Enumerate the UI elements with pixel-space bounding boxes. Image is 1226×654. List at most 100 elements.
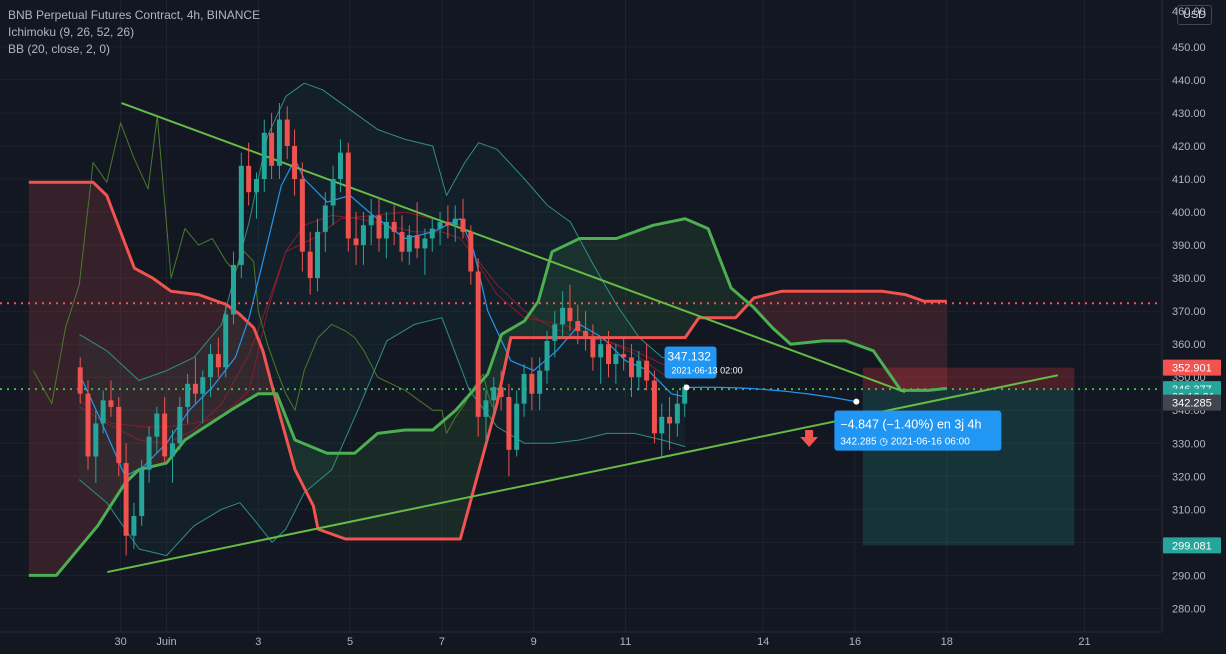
- price-tick-label: 410.00: [1172, 174, 1206, 186]
- legend-ichimoku[interactable]: Ichimoku (9, 26, 52, 26): [8, 25, 135, 39]
- candle-body: [483, 400, 489, 417]
- price-tick-label: 330.00: [1172, 438, 1206, 450]
- candle-body: [162, 413, 168, 457]
- price-tick-label: 360.00: [1172, 339, 1206, 351]
- candle-body: [246, 165, 252, 193]
- forecast-line: [686, 386, 857, 403]
- candle-body: [651, 380, 657, 434]
- candle-body: [628, 357, 634, 378]
- candle-body: [429, 228, 435, 239]
- forecast-change: −4.847 (−1.40%) en 3j 4h: [840, 418, 981, 432]
- candle-body: [452, 218, 458, 226]
- candle-body: [139, 469, 145, 516]
- candle-body: [261, 132, 267, 180]
- chart-grid: [0, 0, 1162, 632]
- price-label-bg: [1163, 394, 1221, 411]
- candle-body: [238, 165, 244, 265]
- candle-body: [154, 413, 160, 437]
- candle-body: [560, 307, 566, 325]
- trendline-lower: [107, 374, 1059, 574]
- forecast-end-label-bg: [834, 410, 1002, 451]
- candle-body: [406, 235, 412, 252]
- legend-bollinger[interactable]: BB (20, close, 2, 0): [8, 42, 111, 56]
- candle-body: [514, 403, 520, 450]
- forecast-start-point: [683, 384, 690, 391]
- candle-body: [391, 221, 397, 232]
- indicator-lines: [0, 82, 1162, 577]
- price-tick-label: 440.00: [1172, 75, 1206, 87]
- candle-body: [345, 152, 351, 239]
- candle-body: [231, 264, 237, 315]
- candle-body: [330, 179, 336, 206]
- price-tick-label: 420.00: [1172, 141, 1206, 153]
- candle-body: [475, 271, 481, 417]
- candle-body: [253, 179, 259, 193]
- candle-body: [192, 383, 198, 394]
- time-tick-label: 18: [941, 636, 953, 648]
- candle-body: [644, 360, 650, 381]
- currency-button[interactable]: USD: [1177, 5, 1212, 25]
- senkou-span-a: [28, 217, 947, 577]
- candle-body: [583, 330, 589, 338]
- time-tick-label: 3: [255, 636, 261, 648]
- forecast-end-point: [853, 398, 860, 405]
- forecast-start-label-bg: [664, 346, 717, 379]
- price-tick-label: 290.00: [1172, 570, 1206, 582]
- candle-body: [376, 215, 382, 239]
- candle-body: [292, 145, 298, 180]
- price-axis-bg: [1162, 0, 1226, 654]
- candle-body: [468, 231, 474, 272]
- candle-body: [422, 238, 428, 249]
- candle-body: [552, 324, 558, 341]
- candle-body: [200, 377, 206, 394]
- candle-body: [108, 400, 114, 407]
- candle-body: [284, 119, 290, 146]
- senkou-span-b: [28, 180, 947, 541]
- candle-body: [598, 344, 604, 358]
- price-label-bg: [1163, 537, 1221, 554]
- lagging-span: [32, 115, 493, 434]
- time-tick-label: 16: [849, 636, 861, 648]
- candle-body: [353, 238, 359, 246]
- candle-body: [169, 443, 175, 457]
- candle-body: [544, 340, 550, 371]
- candle-body: [185, 383, 191, 407]
- candle-body: [223, 314, 229, 368]
- drawing-overlay[interactable]: 347.132 2021-06-13 02:00 −4.847 (−1.40%) e…: [664, 346, 1002, 451]
- candle-body: [636, 360, 642, 378]
- time-tick-label: 30: [114, 636, 126, 648]
- forecast-start-price: 347.132: [668, 349, 712, 363]
- price-tick-label: 310.00: [1172, 504, 1206, 516]
- candle-body: [682, 387, 688, 404]
- down-arrow-icon: [800, 430, 819, 448]
- price-tick-label: 390.00: [1172, 240, 1206, 252]
- candle-body: [276, 119, 282, 166]
- candle-body: [575, 321, 581, 331]
- legend-symbol[interactable]: BNB Perpetual Futures Contract, 4h, BINA…: [8, 8, 261, 22]
- price-tick-label: 370.00: [1172, 306, 1206, 318]
- candle-body: [337, 152, 343, 180]
- price-tick-label: 450.00: [1172, 42, 1206, 54]
- candle-body: [269, 132, 275, 166]
- price-label: 342.285: [1172, 398, 1212, 410]
- bollinger-upper: [79, 82, 686, 381]
- candle-body: [368, 215, 374, 226]
- price-label: 352.901: [1172, 363, 1212, 375]
- tenkan-sen: [78, 158, 686, 477]
- candle-body: [315, 231, 321, 279]
- price-tick-label: 320.00: [1172, 471, 1206, 483]
- candle-body: [307, 251, 313, 279]
- ichimoku-cloud: [28, 83, 947, 576]
- candle-body: [498, 387, 504, 398]
- chart-legend: BNB Perpetual Futures Contract, 4h, BINA…: [8, 7, 260, 58]
- time-tick-label: 5: [347, 636, 353, 648]
- time-tick-label: 11: [620, 636, 631, 648]
- bollinger-fill: [79, 83, 686, 556]
- candle-body: [460, 218, 466, 232]
- candle-body: [621, 354, 627, 358]
- time-tick-label: 9: [531, 636, 537, 648]
- candle-body: [215, 354, 221, 368]
- candle-body: [399, 231, 405, 252]
